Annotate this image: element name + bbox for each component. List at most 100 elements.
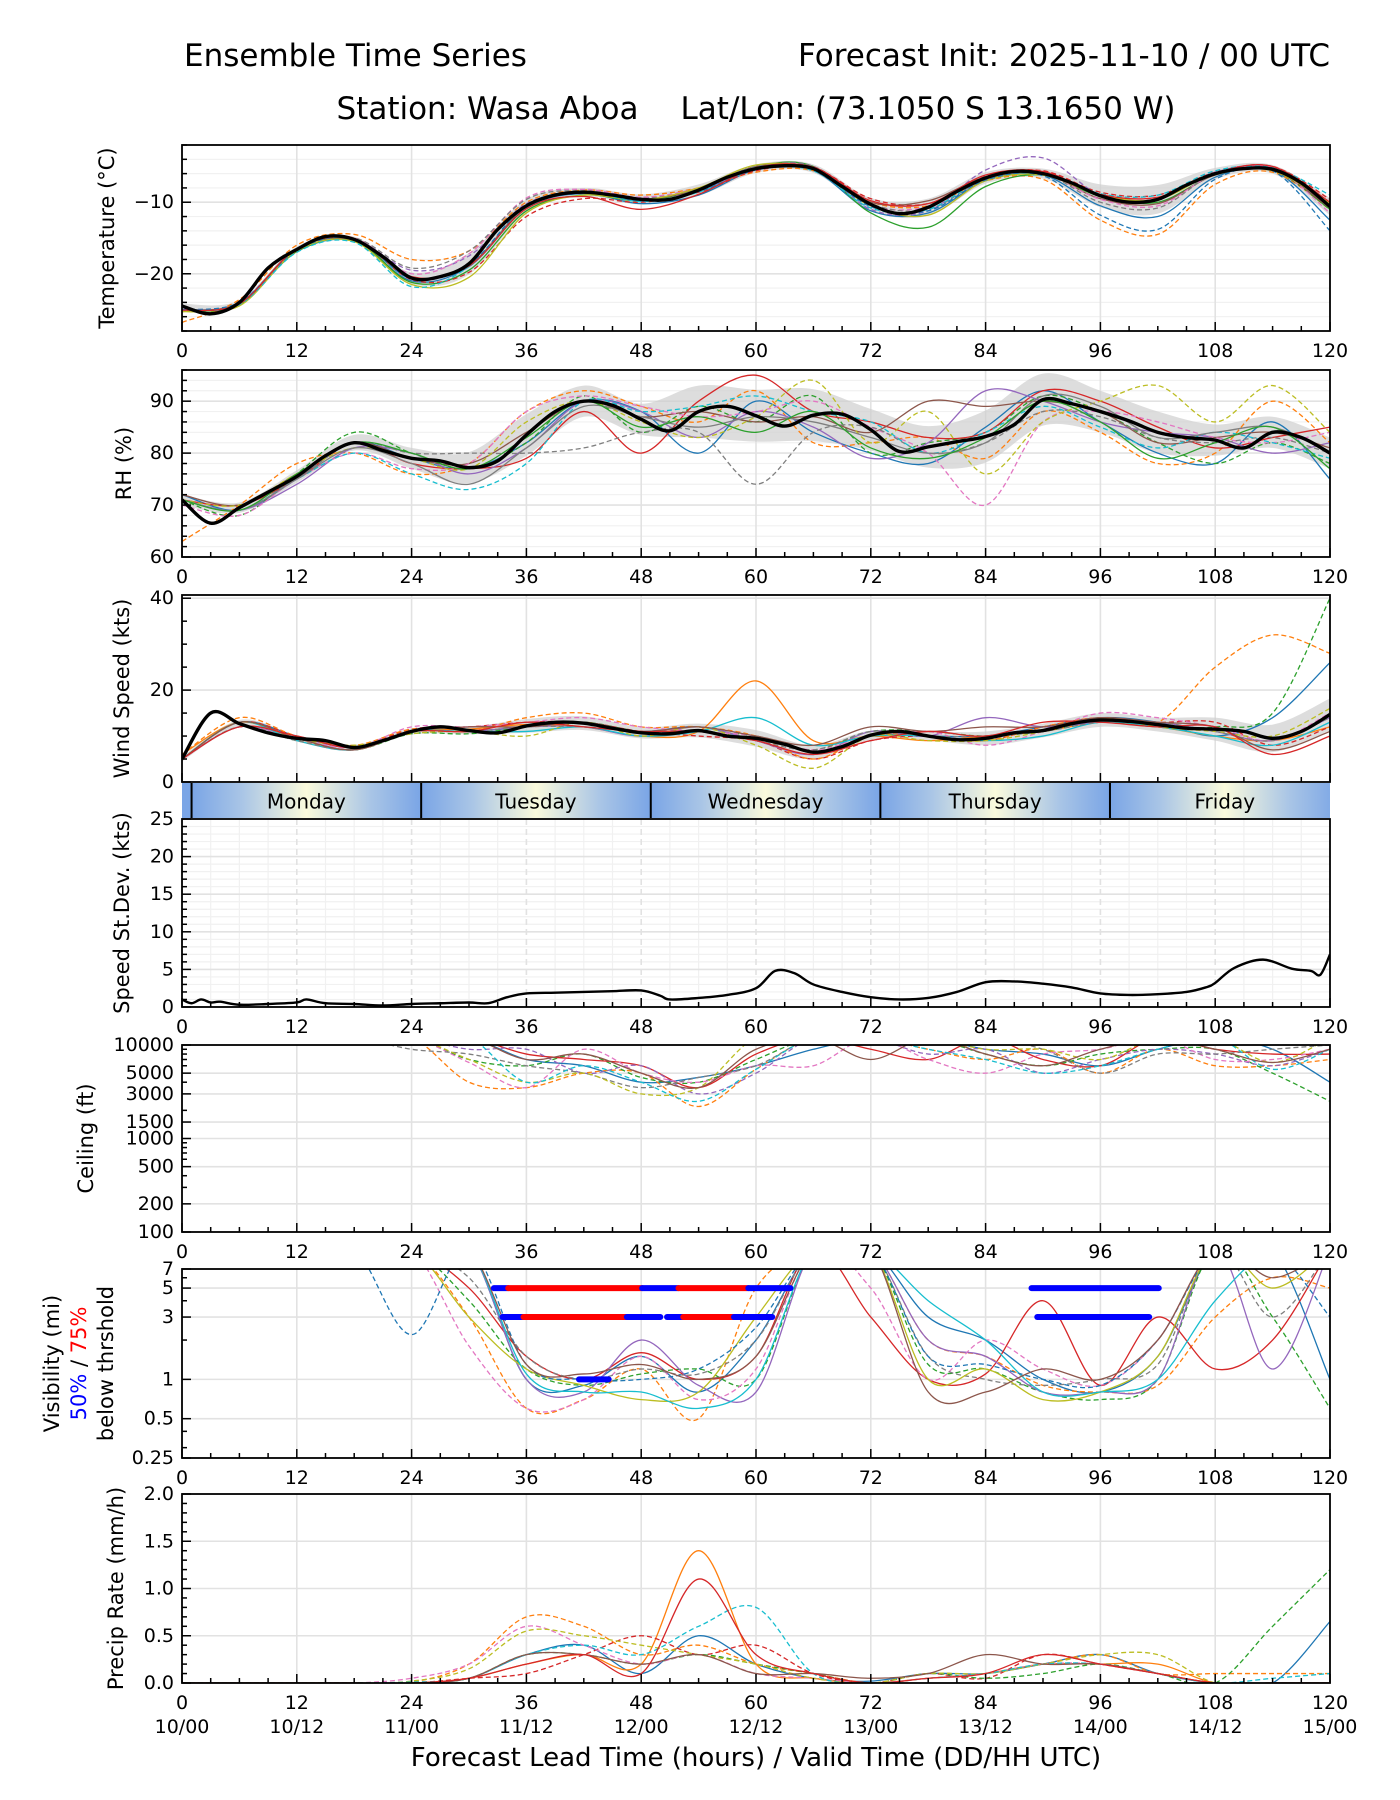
ytick-label: 5000	[126, 1062, 174, 1084]
xtick-label: 24	[400, 340, 424, 362]
ensemble-member-line	[182, 1614, 1330, 1683]
ensemble-member-line	[443, 1045, 1330, 1095]
xtick-label: 12	[285, 340, 309, 362]
panel-temperature: −20 −10 0 12 24 36 48 60 72 84 96 108 120 Temperature…	[95, 144, 1348, 362]
series-wind	[182, 597, 1330, 769]
xtick-label: 96	[1088, 1467, 1112, 1489]
xtick-label: 48	[629, 1241, 653, 1263]
panel-stdev: 0 5 10 15 20 25 0 12 24 36 48 60 72 84 96 108 120 Speed S…	[110, 808, 1348, 1038]
ytick-label: 0.5	[144, 1408, 174, 1430]
xtick-label: 96	[1088, 1016, 1112, 1038]
xtick-label: 84	[974, 566, 998, 588]
ensemble-member-line	[182, 400, 1330, 512]
valid-time-label: 10/00	[155, 1716, 210, 1738]
day-segment-wednesday	[650, 783, 881, 818]
ensemble-mean-line	[182, 710, 1330, 760]
day-segment-friday	[1109, 783, 1330, 818]
ytick-label: −10	[134, 191, 174, 213]
xtick-label: 60	[744, 1692, 768, 1714]
xtick-label: 72	[859, 1467, 883, 1489]
y-axis-label: Visibility (mi)	[40, 1295, 64, 1432]
ytick-label: 25	[150, 808, 174, 830]
xtick-label: 48	[629, 1692, 653, 1714]
ensemble-member-line	[182, 716, 1330, 760]
ytick-label: 5	[162, 958, 174, 980]
ytick-label: 100	[138, 1221, 174, 1243]
xtick-label: 84	[974, 1241, 998, 1263]
speed-stdev-line	[182, 953, 1330, 1007]
title-right: Forecast Init: 2025-11-10 / 00 UTC	[798, 38, 1330, 74]
ytick-label: 10	[150, 921, 174, 943]
y-axis-label-threshold-pcts: 50% / 75%	[67, 1307, 91, 1421]
xtick-label: 48	[629, 566, 653, 588]
day-segment-monday	[191, 783, 422, 818]
ensemble-mean-line	[182, 396, 1330, 525]
xtick-label: 12	[285, 1241, 309, 1263]
xtick-label: 48	[629, 1467, 653, 1489]
ensemble-member-line	[182, 1628, 1330, 1683]
xtick-label: 120	[1312, 1467, 1348, 1489]
panels: −20−100 12 24 36 48 60 72 84 96 108 120Temperature…	[40, 144, 1357, 1738]
ytick-label: 15	[150, 883, 174, 905]
xtick-label: 60	[744, 1016, 768, 1038]
xtick-label: 72	[859, 1241, 883, 1263]
xtick-label: 84	[974, 340, 998, 362]
ensemble-member-line	[182, 162, 1330, 311]
ytick-label: −20	[134, 263, 174, 285]
ensemble-member-line	[182, 390, 1330, 542]
xtick-label: 24	[400, 1241, 424, 1263]
valid-time-label: 14/12	[1188, 1716, 1243, 1738]
xtick-label: 96	[1088, 340, 1112, 362]
ensemble-member-line	[182, 395, 1330, 512]
ensemble-member-line	[422, 1045, 1330, 1108]
ytick-label: 0	[162, 771, 174, 793]
ytick-label: 1500	[126, 1111, 174, 1133]
valid-time-label: 13/00	[843, 1716, 898, 1738]
series-rh	[182, 373, 1330, 542]
xtick-label: 72	[859, 566, 883, 588]
panel-rh: 60 70 80 90 0 12 24 36 48 60 72 84 96 108 120 RH (%)	[112, 369, 1348, 588]
xtick-label: 0	[176, 1467, 188, 1489]
y-axis-label: Precip Rate (mm/h)	[104, 1487, 128, 1690]
xtick-label: 24	[400, 1692, 424, 1714]
xtick-label: 108	[1197, 1016, 1233, 1038]
ensemble-member-line	[479, 1269, 1323, 1403]
xtick-label: 72	[859, 340, 883, 362]
ensemble-member-line	[457, 1269, 1318, 1386]
ytick-label: 2.0	[144, 1483, 174, 1505]
valid-time-label: 11/00	[384, 1716, 439, 1738]
xtick-label: 60	[744, 566, 768, 588]
day-label-friday: Friday	[1194, 790, 1255, 814]
day-segment-tuesday	[421, 783, 651, 818]
ensemble-mean-line	[182, 164, 1330, 316]
xtick-label: 84	[974, 1016, 998, 1038]
xtick-label: 120	[1312, 1241, 1348, 1263]
ytick-label: 7	[162, 1258, 174, 1280]
xtick-label: 60	[744, 1241, 768, 1263]
ytick-label: 70	[150, 494, 174, 516]
series-precip	[182, 1550, 1330, 1683]
ytick-label: 10000	[114, 1034, 174, 1056]
xtick-label: 36	[514, 1692, 538, 1714]
grid-wind	[182, 595, 1330, 782]
ytick-label: 0.5	[144, 1625, 174, 1647]
xtick-label: 120	[1312, 566, 1348, 588]
ensemble-member-line	[431, 1269, 1309, 1403]
label-75pct: 75%	[67, 1307, 91, 1354]
xtick-label: 120	[1312, 340, 1348, 362]
xtick-label: 60	[744, 340, 768, 362]
station-label: Station: Wasa Aboa	[336, 91, 638, 127]
ensemble-member-line	[182, 393, 1330, 512]
valid-time-label: 12/00	[614, 1716, 669, 1738]
ensemble-member-line	[426, 1269, 1200, 1413]
subtitle: Station: Wasa Aboa Lat/Lon: (73.1050 S 13…	[336, 91, 1175, 127]
ensemble-member-line	[480, 1269, 1246, 1410]
xtick-label: 96	[1088, 566, 1112, 588]
valid-time-label: 13/12	[958, 1716, 1013, 1738]
ytick-label: 60	[150, 546, 174, 568]
ensemble-member-line	[182, 1578, 1330, 1683]
xtick-label: 0	[176, 340, 188, 362]
ytick-label: 40	[150, 587, 174, 609]
